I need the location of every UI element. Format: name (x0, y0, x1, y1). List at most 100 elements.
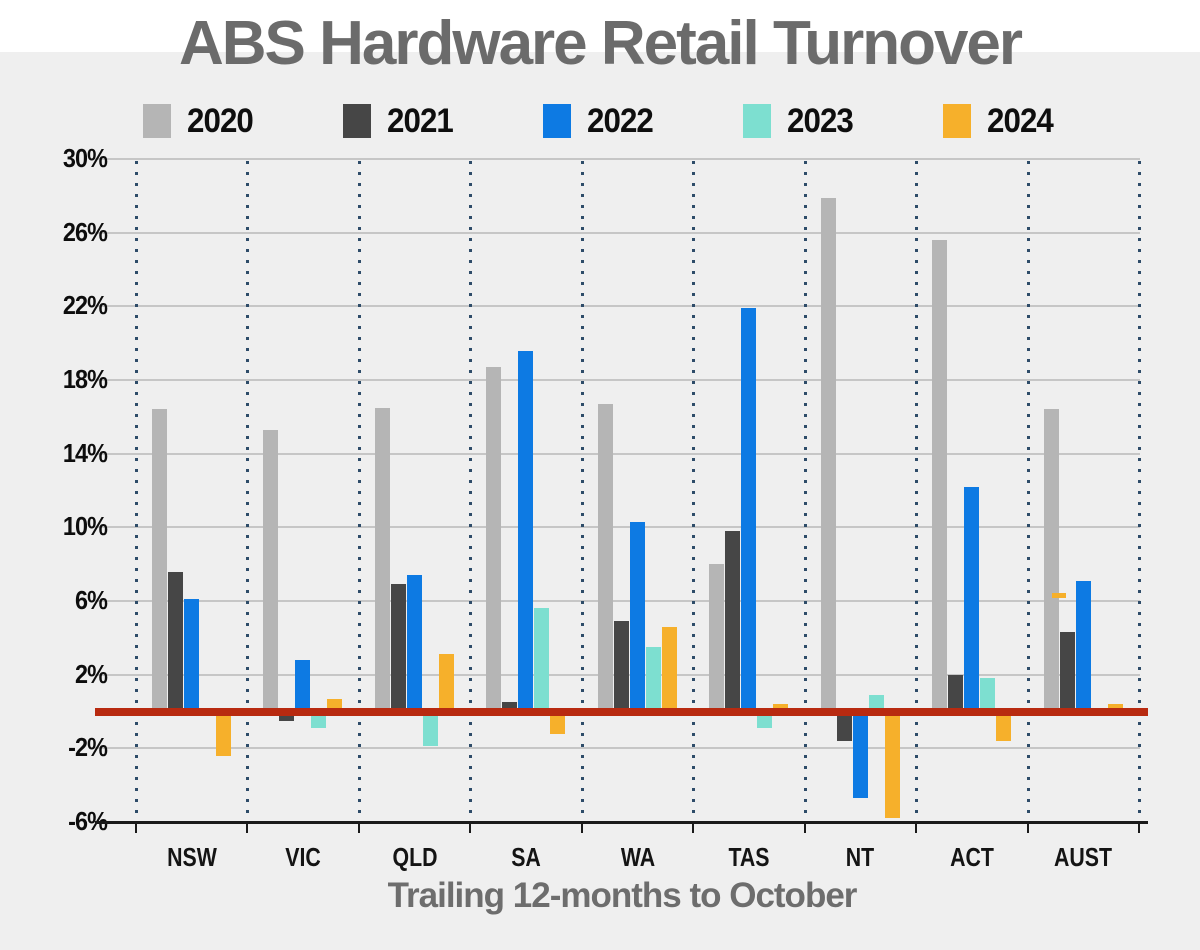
legend-swatch-2024 (943, 104, 971, 138)
axis-tick (803, 822, 806, 833)
x-tick-label-WA: WA (620, 842, 655, 872)
legend-item-2021: 2021 (343, 102, 459, 140)
bar-NSW-2024 (216, 711, 231, 756)
y-tick-label: 10% (62, 511, 108, 542)
bar-TAS-2021 (725, 531, 741, 712)
legend-item-2023: 2023 (743, 101, 859, 140)
bar-NT-2023 (868, 694, 884, 712)
bar-NSW-2021 (168, 571, 183, 712)
bar-WA-2023 (645, 647, 661, 712)
bar-NT-2020 (820, 197, 836, 712)
chart-title: ABS Hardware Retail Turnover (178, 9, 1023, 78)
x-tick-label-NT: NT (846, 842, 875, 872)
vertical-dotted-gridline (803, 161, 807, 822)
bar-TAS-2022 (741, 308, 757, 712)
vertical-dotted-gridline (580, 161, 584, 822)
vertical-dotted-gridline (1138, 161, 1142, 822)
bar-QLD-2022 (406, 575, 422, 712)
axis-tick (692, 822, 695, 833)
bar-ACT-2023 (980, 678, 996, 712)
legend-item-2024: 2024 (943, 101, 1059, 140)
bar-VIC-2020 (263, 429, 279, 712)
bar-ACT-2024 (996, 711, 1012, 741)
bar-TAS-2023 (757, 711, 773, 729)
axis-tick (135, 822, 137, 833)
bar-NT-2021 (836, 711, 852, 741)
vertical-dotted-gridline (1026, 161, 1030, 822)
bar-ACT-2020 (932, 240, 948, 712)
axis-tick (1026, 822, 1029, 833)
legend-swatch-2021 (343, 104, 371, 138)
y-tick-label: 30% (62, 143, 108, 173)
gridline-6 (95, 600, 1140, 602)
x-tick-label-NSW: NSW (166, 842, 217, 872)
bar-SA-2024 (550, 711, 566, 734)
legend-label: 2023 (787, 101, 854, 140)
x-tick-label-ACT: ACT (949, 842, 994, 872)
legend-label: 2024 (987, 101, 1054, 140)
bar-WA-2021 (613, 621, 629, 712)
vertical-dotted-gridline (469, 161, 473, 822)
gridline-14 (95, 452, 1140, 455)
axis-tick (469, 822, 472, 833)
x-tick-label-QLD: QLD (392, 842, 438, 872)
x-tick-label-VIC: VIC (285, 842, 321, 872)
legend-swatch-2023 (743, 104, 771, 138)
bar-NT-2022 (852, 711, 868, 799)
bar-WA-2022 (629, 521, 645, 712)
y-tick-label: 26% (62, 216, 108, 247)
vertical-dotted-gridline (246, 161, 250, 822)
bar-ACT-2021 (948, 674, 964, 712)
bar-NSW-2020 (152, 409, 167, 712)
legend-item-2020: 2020 (143, 101, 259, 140)
bar-SA-2022 (518, 350, 534, 712)
axis-tick (1138, 822, 1141, 833)
axis-tick (580, 822, 583, 833)
header-strip (0, 0, 1200, 52)
bar-SA-2021 (502, 702, 518, 712)
gridline-18 (95, 379, 1140, 381)
gridline-30 (95, 158, 1140, 160)
bar-NT-2024 (884, 711, 900, 819)
axis-tick (915, 822, 918, 833)
gridline-10 (95, 526, 1140, 529)
bar-QLD-2024 (438, 654, 454, 712)
bar-QLD-2023 (422, 711, 438, 747)
x-tick-label-AUST: AUST (1054, 842, 1113, 872)
vertical-dotted-gridline (915, 161, 919, 822)
gridline--2 (95, 747, 1140, 750)
bar-VIC-2022 (295, 659, 311, 712)
vertical-dotted-gridline (357, 161, 361, 822)
gridline-22 (95, 305, 1140, 308)
bar-ACT-2022 (964, 486, 980, 712)
zero-baseline (95, 707, 1148, 716)
y-tick-label: 22% (62, 290, 108, 321)
bar-NSW-2022 (184, 599, 199, 712)
bar-TAS-2020 (709, 564, 725, 712)
axis-tick (357, 822, 360, 833)
axis-tick (246, 822, 249, 833)
bar-QLD-2021 (390, 584, 406, 712)
bar-WA-2024 (661, 626, 677, 712)
bar-AUST-2021 (1059, 632, 1075, 712)
bar-QLD-2020 (374, 407, 390, 712)
legend-item-2022: 2022 (543, 101, 659, 140)
legend-label: 2022 (587, 101, 654, 140)
bar-AUST-2022 (1075, 580, 1091, 712)
bar-WA-2020 (597, 403, 613, 712)
x-axis-line (95, 821, 1148, 824)
x-axis-caption: Trailing 12-months to October (387, 876, 858, 915)
legend-swatch-2020 (143, 104, 171, 138)
gridline-26 (95, 231, 1140, 234)
y-tick-label: 6% (74, 585, 108, 615)
vertical-dotted-gridline (135, 161, 138, 822)
y-tick-label: 18% (62, 364, 108, 394)
legend-swatch-2022 (543, 104, 571, 138)
bar-SA-2020 (486, 367, 502, 712)
vertical-dotted-gridline (692, 161, 696, 822)
y-tick-label: 14% (62, 437, 108, 468)
bar-AUST-2020 (1043, 409, 1059, 712)
legend-label: 2020 (187, 101, 254, 140)
bar-SA-2023 (534, 608, 550, 712)
